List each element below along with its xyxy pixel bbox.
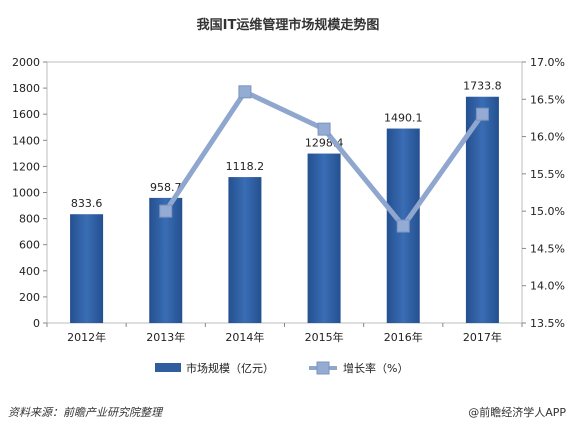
y-right-tick-label: 17.0%: [530, 56, 565, 69]
growth-rate-marker: [238, 85, 252, 99]
plot-frame: [46, 61, 523, 324]
x-tick-label: 2012年: [67, 330, 106, 344]
brand-note: @前瞻经济学人APP: [468, 406, 566, 419]
y-right-tick-label: 14.0%: [530, 280, 565, 293]
growth-rate-marker: [317, 122, 331, 136]
x-tick-label: 2014年: [225, 330, 264, 344]
y-right-tick-label: 15.5%: [530, 168, 565, 181]
bar: [149, 197, 183, 323]
bar-data-label: 833.6: [71, 197, 103, 210]
y-left-tick-label: 800: [19, 213, 40, 226]
chart-title: 我国IT运维管理市场规模走势图: [196, 18, 380, 33]
legend-swatch-bar: [155, 363, 181, 372]
legend-label-bar: 市场规模（亿元）: [186, 361, 274, 375]
y-right-tick-label: 15.0%: [530, 205, 565, 218]
bar-data-label: 1118.2: [226, 160, 265, 173]
y-left-tick-label: 1800: [12, 82, 40, 95]
y-left-tick-label: 1400: [12, 134, 40, 147]
y-left-tick-label: 400: [19, 265, 40, 278]
y-left-tick-label: 1200: [12, 160, 40, 173]
y-left-tick-label: 600: [19, 239, 40, 252]
bar: [465, 96, 499, 323]
source-note: 资料来源：前瞻产业研究院整理: [8, 406, 162, 419]
bar: [228, 177, 262, 323]
y-left-tick-label: 2000: [12, 56, 40, 69]
bar-data-label: 1490.1: [384, 112, 423, 125]
y-right-tick-label: 14.5%: [530, 242, 565, 255]
legend-label-line: 增长率（%）: [343, 361, 408, 375]
y-left-tick-label: 200: [19, 291, 40, 304]
bar: [307, 153, 341, 323]
x-tick-label: 2013年: [146, 330, 185, 344]
growth-rate-marker: [159, 204, 173, 218]
x-tick-label: 2017年: [463, 330, 502, 344]
y-right-tick-label: 16.5%: [530, 93, 565, 106]
y-left-tick-label: 0: [33, 317, 40, 330]
growth-rate-marker: [475, 107, 489, 121]
x-tick-label: 2016年: [384, 330, 423, 344]
growth-rate-marker: [396, 219, 410, 233]
bar-data-label: 958.7: [150, 181, 182, 194]
x-tick-label: 2015年: [305, 330, 344, 344]
y-left-tick-label: 1600: [12, 108, 40, 121]
y-left-tick-label: 1000: [12, 187, 40, 200]
bar: [70, 214, 104, 323]
y-right-tick-label: 13.5%: [530, 317, 565, 330]
y-right-tick-label: 16.0%: [530, 131, 565, 144]
bar-data-label: 1733.8: [463, 80, 502, 93]
legend-swatch-marker: [316, 361, 330, 375]
